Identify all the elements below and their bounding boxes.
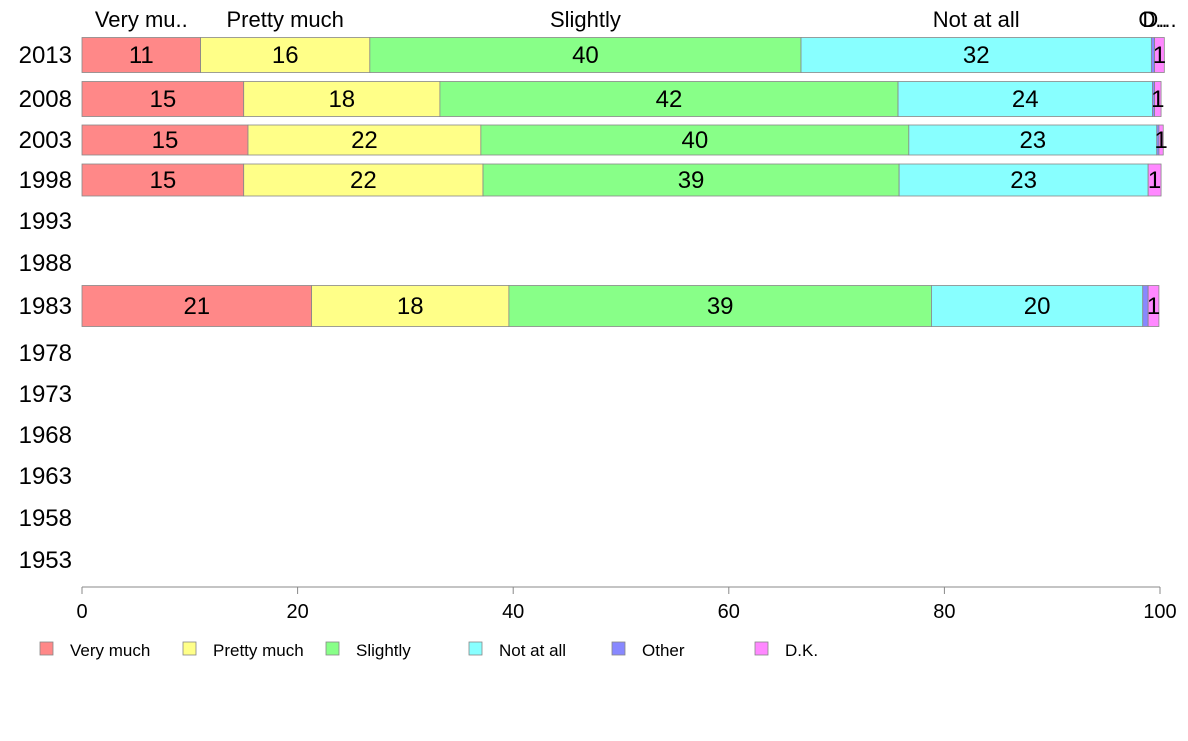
value-label-2013-0: 11 xyxy=(129,42,154,69)
top-label-5: D... xyxy=(1142,7,1176,32)
bar-2003-slightly xyxy=(480,124,910,156)
value-label-2008-5: 1 xyxy=(1151,86,1164,113)
legend-label-5: D.K. xyxy=(785,641,818,660)
bar-2003-pretty-much xyxy=(247,124,482,156)
value-label-2013-3: 32 xyxy=(963,42,990,69)
x-tick-label-0: 0 xyxy=(76,601,87,623)
year-label-1963: 1963 xyxy=(19,463,72,490)
value-label-2003-5: 1 xyxy=(1154,127,1167,154)
top-label-4: O.. xyxy=(1138,7,1167,32)
bar-2013-very-much xyxy=(81,37,201,73)
year-label-1958: 1958 xyxy=(19,505,72,532)
bar-1983-very-much xyxy=(81,285,313,327)
value-label-1998-1: 22 xyxy=(350,167,377,194)
year-label-1998: 1998 xyxy=(19,167,72,194)
top-label-2: Slightly xyxy=(550,7,621,32)
value-label-1983-0: 21 xyxy=(183,293,210,320)
value-label-1983-3: 20 xyxy=(1024,293,1051,320)
bar-2013-pretty-much xyxy=(200,37,371,73)
legend-label-0: Very much xyxy=(70,641,150,660)
bar-1998-not-at-all xyxy=(898,163,1149,197)
year-label-2003: 2003 xyxy=(19,127,72,154)
year-label-1983: 1983 xyxy=(19,293,72,320)
bar-2008-pretty-much xyxy=(243,81,441,117)
value-label-2013-2: 40 xyxy=(572,42,599,69)
bar-1998-very-much xyxy=(81,163,245,197)
legend-swatch-1 xyxy=(182,641,197,656)
bar-2013-slightly xyxy=(369,37,802,73)
value-label-2013-5: 1 xyxy=(1153,42,1166,69)
value-label-2003-0: 15 xyxy=(152,127,179,154)
legend-swatch-2 xyxy=(325,641,340,656)
value-label-1998-3: 23 xyxy=(1010,167,1037,194)
x-tick-label-80: 80 xyxy=(933,601,955,623)
value-label-2008-1: 18 xyxy=(328,86,355,113)
year-label-1973: 1973 xyxy=(19,381,72,408)
value-label-1998-2: 39 xyxy=(678,167,705,194)
legend-swatch-5 xyxy=(754,641,769,656)
value-label-2008-0: 15 xyxy=(149,86,176,113)
bar-1983-d-k- xyxy=(1147,285,1160,327)
year-label-2008: 2008 xyxy=(19,86,72,113)
value-label-2003-1: 22 xyxy=(351,127,378,154)
legend-swatch-3 xyxy=(468,641,483,656)
year-label-1968: 1968 xyxy=(19,422,72,449)
bar-1983-slightly xyxy=(508,285,932,327)
value-label-1983-5: 1 xyxy=(1147,293,1160,320)
bar-1998-slightly xyxy=(482,163,900,197)
year-label-1988: 1988 xyxy=(19,250,72,277)
bar-1998-pretty-much xyxy=(243,163,484,197)
value-label-2013-1: 16 xyxy=(272,42,299,69)
top-label-1: Pretty much xyxy=(227,7,344,32)
value-label-2003-2: 40 xyxy=(681,127,708,154)
year-label-1953: 1953 xyxy=(19,547,72,574)
top-label-0: Very mu.. xyxy=(95,7,188,32)
value-label-2008-2: 42 xyxy=(656,86,683,113)
x-tick-label-40: 40 xyxy=(502,601,524,623)
x-tick-label-100: 100 xyxy=(1143,601,1176,623)
value-label-1998-0: 15 xyxy=(149,167,176,194)
bar-2003-d-k- xyxy=(1158,124,1164,156)
value-label-1998-5: 1 xyxy=(1148,167,1161,194)
bar-1983-pretty-much xyxy=(311,285,510,327)
year-label-1993: 1993 xyxy=(19,208,72,235)
bar-2008-very-much xyxy=(81,81,245,117)
bar-2008-d-k- xyxy=(1154,81,1162,117)
bar-1998-d-k- xyxy=(1147,163,1162,197)
legend-label-2: Slightly xyxy=(356,641,411,660)
bar-2008-slightly xyxy=(439,81,899,117)
value-label-1983-1: 18 xyxy=(397,293,424,320)
x-tick-label-60: 60 xyxy=(718,601,740,623)
bar-2003-not-at-all xyxy=(908,124,1158,156)
legend-swatch-0 xyxy=(39,641,54,656)
value-label-2008-3: 24 xyxy=(1012,86,1039,113)
year-label-2013: 2013 xyxy=(19,42,72,69)
value-label-2003-3: 23 xyxy=(1019,127,1046,154)
x-tick-label-20: 20 xyxy=(286,601,308,623)
legend-label-3: Not at all xyxy=(499,641,566,660)
value-label-1983-2: 39 xyxy=(707,293,734,320)
legend-label-4: Other xyxy=(642,641,685,660)
year-label-1978: 1978 xyxy=(19,340,72,367)
bar-2013-not-at-all xyxy=(800,37,1152,73)
bar-2008-not-at-all xyxy=(897,81,1153,117)
top-label-3: Not at all xyxy=(933,7,1020,32)
bar-2013-d-k- xyxy=(1154,37,1165,73)
legend-swatch-4 xyxy=(611,641,626,656)
legend-label-1: Pretty much xyxy=(213,641,304,660)
bar-1983-not-at-all xyxy=(931,285,1144,327)
